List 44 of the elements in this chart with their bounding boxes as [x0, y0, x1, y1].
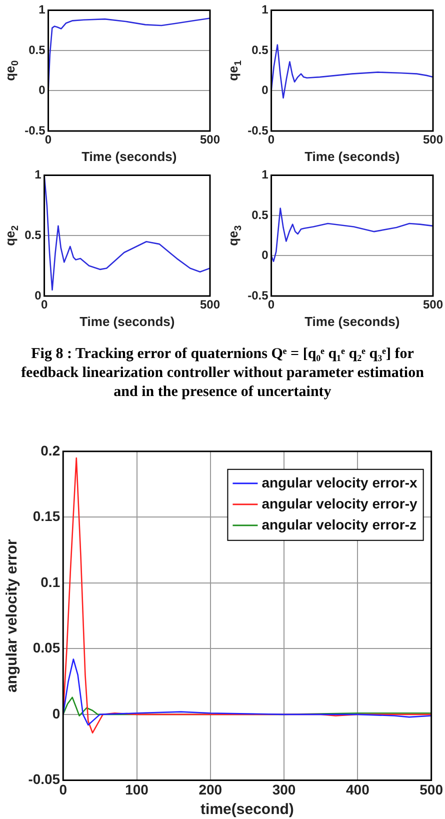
caption: Fig 8 : Tracking error of quaternions Qᵉ = [q₀ᵉ q₁ᵉ q₂ᵉ q₃ᵉ] for feedback linearization controller without parameter estimation and in the presence of uncertainty	[20, 345, 425, 402]
y-tick-label: 0.2	[40, 442, 60, 458]
y-axis-title: angular velocity error	[4, 538, 21, 692]
y-tick-label: 1	[34, 168, 42, 182]
y-tick-label: 1	[262, 168, 269, 182]
legend-label: angular velocity error-x	[262, 474, 418, 490]
x-tick-label: 500	[422, 298, 444, 312]
x-tick-label: 500	[200, 132, 220, 147]
y-axis-title: qe0	[2, 60, 22, 81]
x-axis-title: Time (seconds)	[80, 314, 175, 329]
y-tick-label: 0.5	[24, 228, 42, 242]
x-axis-title: Time (seconds)	[304, 148, 400, 164]
y-tick-label: 0	[34, 288, 42, 302]
y-tick-label: 0.5	[252, 208, 269, 222]
x-axis-title: Time (seconds)	[82, 148, 177, 164]
y-tick-label: 1	[262, 2, 269, 17]
y-tick-label: 0	[52, 705, 60, 722]
y-tick-label: -0.05	[28, 771, 60, 788]
y-tick-label: 1	[38, 2, 46, 17]
x-tick-label: 500	[422, 132, 444, 147]
y-tick-label: 0	[262, 83, 269, 98]
x-tick-label: 200	[198, 781, 222, 798]
x-axis-title: Time (seconds)	[304, 314, 400, 329]
x-tick-label: 300	[272, 781, 296, 798]
y-tick-label: 0	[262, 248, 269, 262]
legend-label: angular velocity error-y	[262, 495, 418, 512]
x-tick-label: 100	[125, 781, 149, 798]
y-tick-label: 0.5	[28, 42, 46, 57]
x-tick-label: 500	[200, 298, 220, 312]
y-tick-label: -0.5	[248, 288, 269, 302]
y-tick-label: 0.05	[32, 640, 60, 656]
y-tick-label: 0.15	[32, 508, 60, 524]
y-tick-label: 0	[38, 83, 46, 98]
x-tick-label: 400	[346, 781, 370, 798]
y-tick-label: 0.5	[252, 42, 269, 57]
x-tick-label: 500	[420, 781, 444, 798]
x-axis-title: time(second)	[200, 801, 294, 818]
y-axis-title: qe2	[2, 224, 22, 246]
y-axis-title: qe1	[225, 60, 244, 81]
y-tick-label: 0.1	[40, 574, 60, 590]
y-tick-label: -0.5	[24, 123, 46, 138]
y-axis-title: qe3	[225, 224, 244, 246]
legend-label: angular velocity error-z	[262, 516, 417, 532]
y-tick-label: -0.5	[248, 123, 269, 138]
